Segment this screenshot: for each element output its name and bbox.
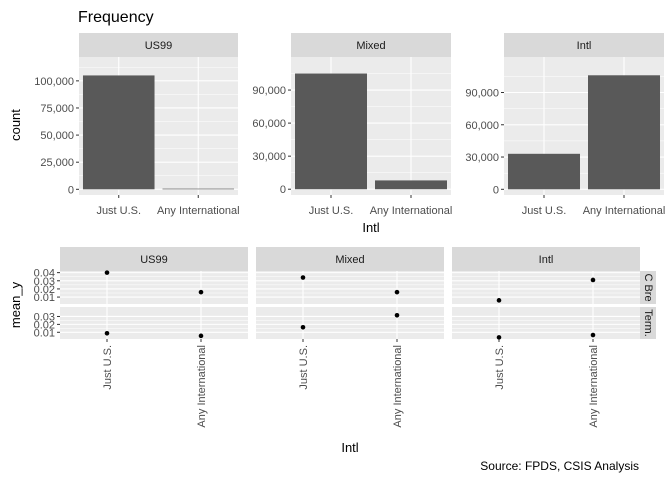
y-tick-label: 50,000: [40, 130, 74, 142]
y-tick-label: 25,000: [40, 157, 74, 169]
y-tick-label: 0: [493, 184, 499, 196]
x-tick-label: Any International: [392, 345, 404, 428]
bottom-y-axis-title: mean_y: [8, 281, 23, 328]
facet-strip-label: US99: [140, 254, 168, 266]
data-point: [300, 325, 306, 330]
panel-mixed-row-2: [256, 307, 444, 339]
data-point: [394, 289, 400, 295]
chart-title: Frequency: [78, 9, 154, 26]
y-tick-label: 75,000: [40, 103, 74, 115]
panel-intl-row-1: [452, 271, 640, 304]
panel-us99-row-2: [60, 307, 248, 339]
y-tick-label: 0.01: [34, 327, 55, 339]
bottom-x-axis-title: Intl: [341, 440, 358, 455]
facet-panel-us99: US99 0 25,000 50,000 75,000 100,000 Just U.S. A…: [34, 33, 240, 217]
data-point: [198, 333, 204, 339]
x-tick-label: Just U.S.: [309, 205, 354, 217]
facet-strip-label: Mixed: [356, 40, 385, 52]
facet-strip-label: Mixed: [335, 254, 364, 266]
row-strip-label: C Bre: [642, 273, 654, 301]
data-point: [198, 289, 204, 295]
bar: [588, 75, 660, 190]
panel-intl-row-2: [452, 307, 640, 340]
x-tick-label: Any International: [157, 205, 240, 217]
y-tick-label: 0: [68, 184, 74, 196]
row-strip-background: [640, 307, 656, 339]
x-tick-label: Just U.S.: [522, 205, 567, 217]
row-strip: C Bre: [640, 271, 656, 304]
y-tick-label: 0.02: [34, 284, 55, 296]
mean-y-panels: US99 Just U.S. Any International Mixed Just …: [34, 247, 656, 428]
facet-strip: [291, 33, 451, 57]
row-strip: Term.: [640, 307, 656, 339]
y-tick-label: 30,000: [252, 151, 286, 163]
y-tick-label: 0.03: [34, 276, 55, 288]
facet-strip-label: Intl: [539, 254, 554, 266]
facet-strip: [79, 33, 238, 57]
y-axis-row-2: 0.010.020.03 Term.: [34, 307, 656, 339]
source-caption: Source: FPDS, CSIS Analysis: [480, 459, 639, 473]
panel-mixed-row-1: [256, 271, 444, 304]
data-point: [104, 331, 110, 336]
facet-panel-mixed: Mixed 0 30,000 60,000 90,000 Just U.S. Any Int…: [252, 33, 452, 217]
panel-us99-row-1: [60, 270, 248, 304]
x-tick-label: Any International: [370, 205, 453, 217]
x-tick-label: Any International: [588, 345, 600, 428]
y-axis-row-1: 0.010.020.030.04 C Bre: [34, 268, 656, 304]
data-point: [590, 332, 596, 338]
facet-strip-label: US99: [145, 40, 173, 52]
facet-strip: [504, 33, 664, 57]
y-tick-label: 0.01: [34, 292, 55, 304]
data-point: [394, 312, 400, 318]
facet-strip: [60, 247, 248, 271]
data-point: [590, 277, 596, 283]
x-tick-label: Any International: [196, 345, 208, 428]
panel-background: [452, 271, 640, 304]
bar: [375, 180, 447, 190]
y-tick-label: 30,000: [465, 152, 499, 164]
y-tick-label: 0.02: [34, 319, 55, 331]
y-tick-label: 0: [280, 184, 286, 196]
x-tick-label: Just U.S.: [298, 345, 310, 390]
row-strip-label: Term.: [642, 309, 654, 337]
data-point: [496, 298, 502, 303]
panel-background: [452, 307, 640, 339]
x-tick-label: Just U.S.: [102, 345, 114, 390]
y-tick-label: 100,000: [34, 76, 74, 88]
bar: [162, 188, 235, 190]
top-y-axis-title: count: [8, 109, 23, 141]
bar: [82, 75, 155, 190]
x-tick-label: Just U.S.: [96, 205, 141, 217]
x-tick-label: Any International: [583, 205, 666, 217]
bar: [295, 73, 367, 190]
panel-background: [60, 307, 248, 339]
frequency-panels: US99 0 25,000 50,000 75,000 100,000 Just U.S. A…: [34, 33, 665, 217]
facet-panel-intl: Intl 0 30,000 60,000 90,000 Just U.S. Any Inte…: [465, 33, 665, 217]
data-point: [300, 275, 306, 280]
y-tick-label: 60,000: [252, 118, 286, 130]
x-tick-label: Just U.S.: [494, 345, 506, 390]
top-x-axis-title: Intl: [362, 220, 379, 235]
panel-background: [256, 271, 444, 304]
facet-column-mixed: Mixed Just U.S. Any International: [256, 247, 444, 428]
facet-column-intl: Intl Just U.S. Any International: [452, 247, 640, 428]
facet-strip-label: Intl: [577, 40, 592, 52]
panel-background: [256, 307, 444, 339]
data-point: [496, 335, 502, 340]
y-tick-label: 90,000: [252, 85, 286, 97]
row-strip-background: [640, 271, 656, 304]
data-point: [104, 270, 110, 275]
y-tick-label: 0.03: [34, 311, 55, 323]
facet-strip: [452, 247, 640, 271]
y-tick-label: 90,000: [465, 87, 499, 99]
bar: [508, 153, 580, 190]
facet-column-us99: US99 Just U.S. Any International: [60, 247, 248, 428]
y-tick-label: 60,000: [465, 120, 499, 132]
facet-strip: [256, 247, 444, 271]
panel-background: [60, 271, 248, 304]
y-tick-label: 0.04: [34, 268, 55, 280]
